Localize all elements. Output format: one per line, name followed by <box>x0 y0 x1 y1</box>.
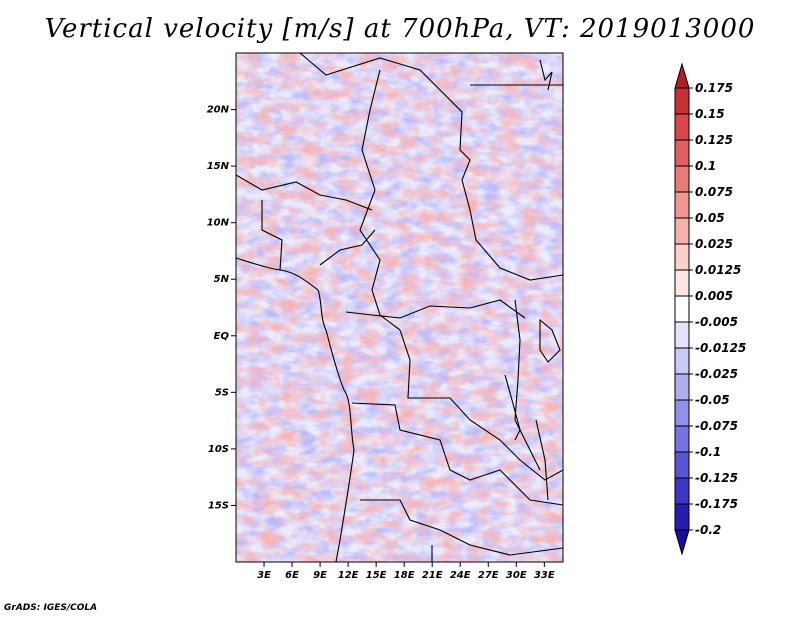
colorbar-label: 0.025 <box>695 237 733 251</box>
colorbar-label: -0.05 <box>695 393 730 407</box>
map-frame <box>235 52 564 563</box>
colorbar-label: -0.125 <box>695 471 738 485</box>
colorbar-label: -0.005 <box>695 315 738 329</box>
colorbar-label: 0.175 <box>695 81 733 95</box>
chart-title: Vertical velocity [m/s] at 700hPa, VT: 2… <box>44 14 756 44</box>
lon-tick-label: 18E <box>394 570 415 581</box>
colorbar-label: 0.075 <box>695 185 733 199</box>
velocity-field <box>236 53 563 562</box>
lon-tick-label: 21E <box>422 570 443 581</box>
lon-tick-label: 27E <box>478 570 499 581</box>
latitude-axis: 20N 15N 10N 5N EQ 5S 10S 15S <box>207 105 236 511</box>
lon-tick-label: 12E <box>338 570 359 581</box>
colorbar-label: -0.175 <box>695 497 738 511</box>
lat-tick-label: 10N <box>207 218 230 229</box>
colorbar-swatch <box>674 191 690 219</box>
lat-tick-label: 5S <box>215 387 229 398</box>
colorbar-swatch <box>674 399 690 427</box>
lon-tick-label: 6E <box>285 570 299 581</box>
lon-tick-label: 3E <box>257 570 271 581</box>
colorbar-label: -0.075 <box>695 419 738 433</box>
colorbar-label: -0.1 <box>695 445 721 459</box>
colorbar-swatch <box>674 425 690 453</box>
colorbar-label: -0.0125 <box>695 341 746 355</box>
colorbar-swatch <box>674 321 690 349</box>
colorbar-swatch <box>674 165 690 193</box>
colorbar-label: 0.125 <box>695 133 733 147</box>
colorbar-swatch <box>674 451 690 479</box>
lat-tick-label: EQ <box>214 331 230 342</box>
lon-tick-label: 30E <box>506 570 527 581</box>
lat-tick-label: 10S <box>208 444 229 455</box>
longitude-axis: 3E 6E 9E 12E 15E 18E 21E 24E 27E 30E 33E <box>257 562 555 581</box>
colorbar-swatch <box>674 477 690 505</box>
colorbar-swatch <box>674 243 690 271</box>
colorbar-swatch <box>674 139 690 167</box>
lat-tick-label: 20N <box>207 105 230 116</box>
colorbar-min-arrow <box>674 529 690 556</box>
colorbar-label: 0.0125 <box>695 263 741 277</box>
colorbar-label: 0.005 <box>695 289 733 303</box>
lon-tick-label: 9E <box>313 570 327 581</box>
colorbar-label: -0.2 <box>695 523 721 537</box>
grads-credit: GrADS: IGES/COLA <box>4 603 98 613</box>
colorbar-label: 0.05 <box>695 211 725 225</box>
colorbar-swatch <box>674 113 690 141</box>
colorbar-label: 0.15 <box>695 107 725 121</box>
colorbar-swatch <box>674 295 690 323</box>
lon-tick-label: 33E <box>534 570 555 581</box>
colorbar-max-arrow <box>674 62 690 89</box>
colorbar: 0.175 0.15 0.125 0.1 0.075 0.05 0.025 0.0125 0.0… <box>674 62 746 556</box>
lon-tick-label: 15E <box>366 570 387 581</box>
colorbar-swatch <box>674 347 690 375</box>
colorbar-swatch <box>674 217 690 245</box>
lat-tick-label: 15S <box>208 500 229 511</box>
lat-tick-label: 15N <box>207 161 230 172</box>
colorbar-swatch <box>674 269 690 297</box>
country-borders <box>236 53 563 562</box>
colorbar-swatch <box>674 503 690 531</box>
colorbar-label: -0.025 <box>695 367 738 381</box>
colorbar-label: 0.1 <box>695 159 716 173</box>
colorbar-swatch <box>674 373 690 401</box>
lon-tick-label: 24E <box>450 570 471 581</box>
colorbar-swatch <box>674 87 690 115</box>
lat-tick-label: 5N <box>214 274 230 285</box>
